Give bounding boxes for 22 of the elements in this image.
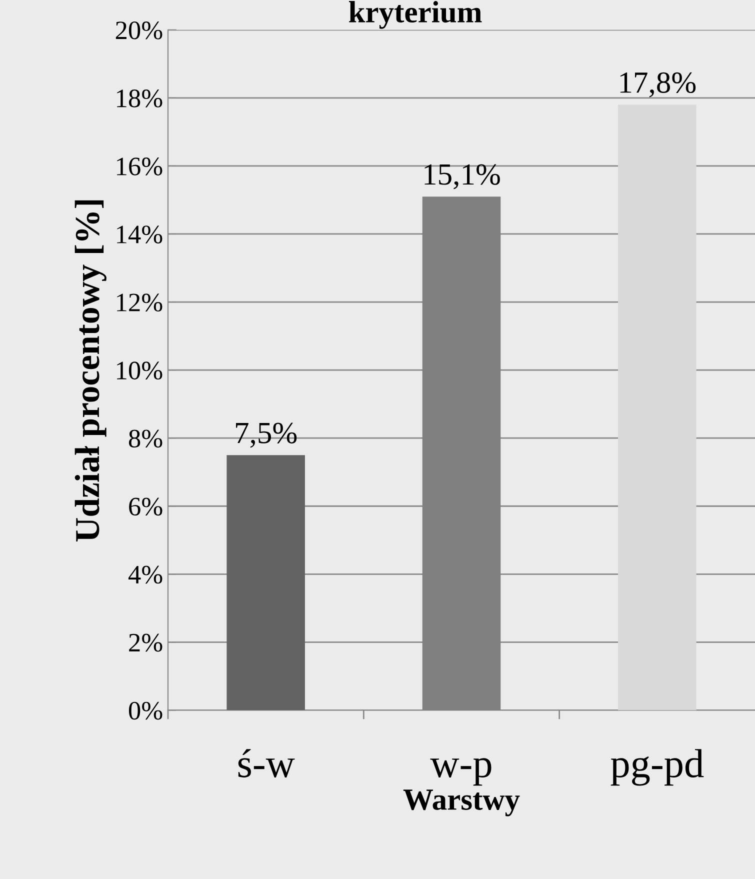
bar (618, 104, 696, 710)
y-tick-label: 12% (117, 294, 162, 312)
y-axis-title: Udział procentowy [%] (74, 200, 106, 542)
data-label: 7,5% (236, 422, 297, 448)
y-tick-label: 10% (117, 362, 162, 380)
y-tick-label: 0% (128, 702, 162, 720)
data-label: 15,1% (424, 164, 500, 190)
chart-title: kryterium (348, 1, 482, 29)
y-tick-label: 14% (117, 226, 162, 244)
x-axis-title: Warstwy (403, 790, 520, 816)
y-tick-label: 4% (128, 566, 162, 584)
y-tick-label: 18% (117, 90, 162, 108)
y-tick-label: 16% (117, 158, 162, 176)
data-label: 17,8% (620, 72, 696, 98)
x-tick-label: ś-w (238, 749, 295, 778)
y-tick-label: 8% (128, 430, 162, 448)
y-tick-label: 6% (129, 498, 162, 516)
x-tick-label: pg-pd (610, 749, 704, 786)
x-tick-label: w-p (430, 758, 492, 786)
y-tick-label: 2% (129, 634, 162, 652)
bar (226, 455, 305, 710)
y-tick-label: 20% (116, 21, 162, 40)
